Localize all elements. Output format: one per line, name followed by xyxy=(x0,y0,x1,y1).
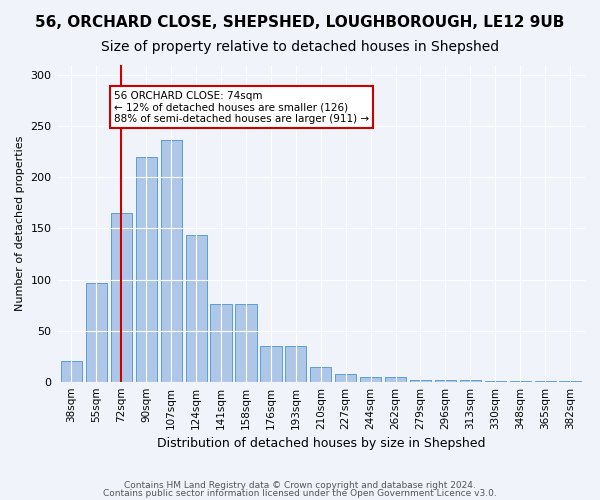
Bar xyxy=(509,380,531,382)
Bar xyxy=(335,374,356,382)
Text: Size of property relative to detached houses in Shepshed: Size of property relative to detached ho… xyxy=(101,40,499,54)
Bar xyxy=(535,380,556,382)
Text: Contains HM Land Registry data © Crown copyright and database right 2024.: Contains HM Land Registry data © Crown c… xyxy=(124,481,476,490)
Bar xyxy=(61,361,82,382)
Bar xyxy=(185,234,207,382)
Bar xyxy=(285,346,307,382)
Bar xyxy=(260,346,281,382)
Bar xyxy=(211,304,232,382)
Bar xyxy=(111,213,132,382)
Text: 56, ORCHARD CLOSE, SHEPSHED, LOUGHBOROUGH, LE12 9UB: 56, ORCHARD CLOSE, SHEPSHED, LOUGHBOROUG… xyxy=(35,15,565,30)
Bar xyxy=(310,368,331,382)
Bar xyxy=(136,157,157,382)
Bar xyxy=(460,380,481,382)
Text: 56 ORCHARD CLOSE: 74sqm
← 12% of detached houses are smaller (126)
88% of semi-d: 56 ORCHARD CLOSE: 74sqm ← 12% of detache… xyxy=(114,90,369,124)
Bar xyxy=(410,380,431,382)
Bar xyxy=(435,380,456,382)
Bar xyxy=(485,380,506,382)
Text: Contains public sector information licensed under the Open Government Licence v3: Contains public sector information licen… xyxy=(103,488,497,498)
Bar xyxy=(360,376,381,382)
Bar xyxy=(235,304,257,382)
Bar xyxy=(161,140,182,382)
Bar xyxy=(559,380,581,382)
Y-axis label: Number of detached properties: Number of detached properties xyxy=(15,136,25,311)
X-axis label: Distribution of detached houses by size in Shepshed: Distribution of detached houses by size … xyxy=(157,437,485,450)
Bar xyxy=(385,376,406,382)
Bar xyxy=(86,282,107,382)
